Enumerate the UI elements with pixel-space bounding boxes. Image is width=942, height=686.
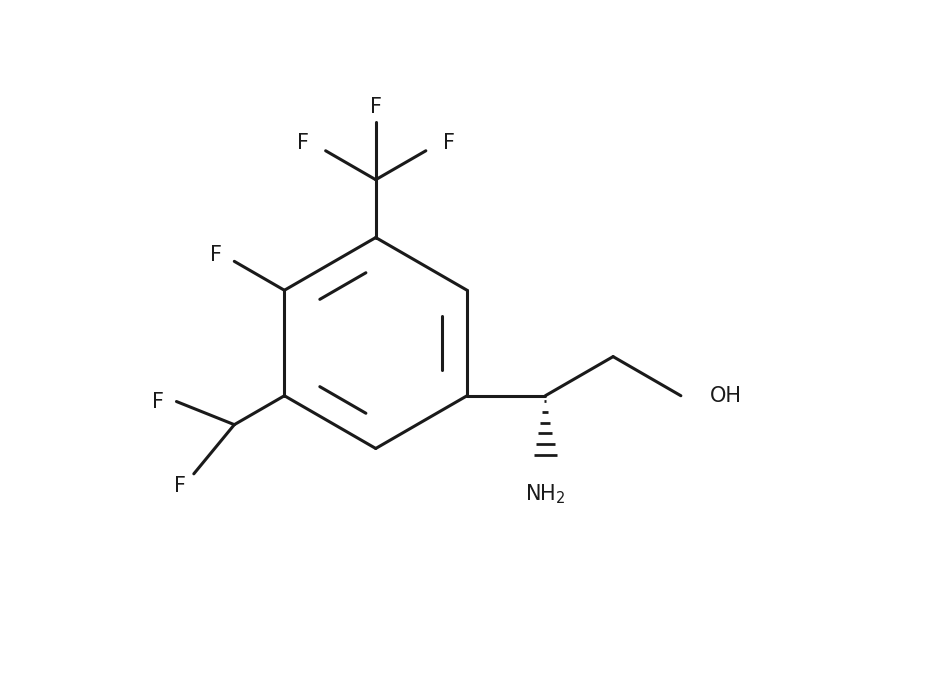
Text: F: F (443, 132, 455, 152)
Text: F: F (297, 132, 309, 152)
Text: NH$_2$: NH$_2$ (525, 482, 565, 506)
Text: OH: OH (709, 386, 741, 405)
Text: F: F (153, 392, 164, 412)
Text: F: F (173, 476, 186, 496)
Text: F: F (370, 97, 382, 117)
Text: F: F (210, 244, 222, 265)
